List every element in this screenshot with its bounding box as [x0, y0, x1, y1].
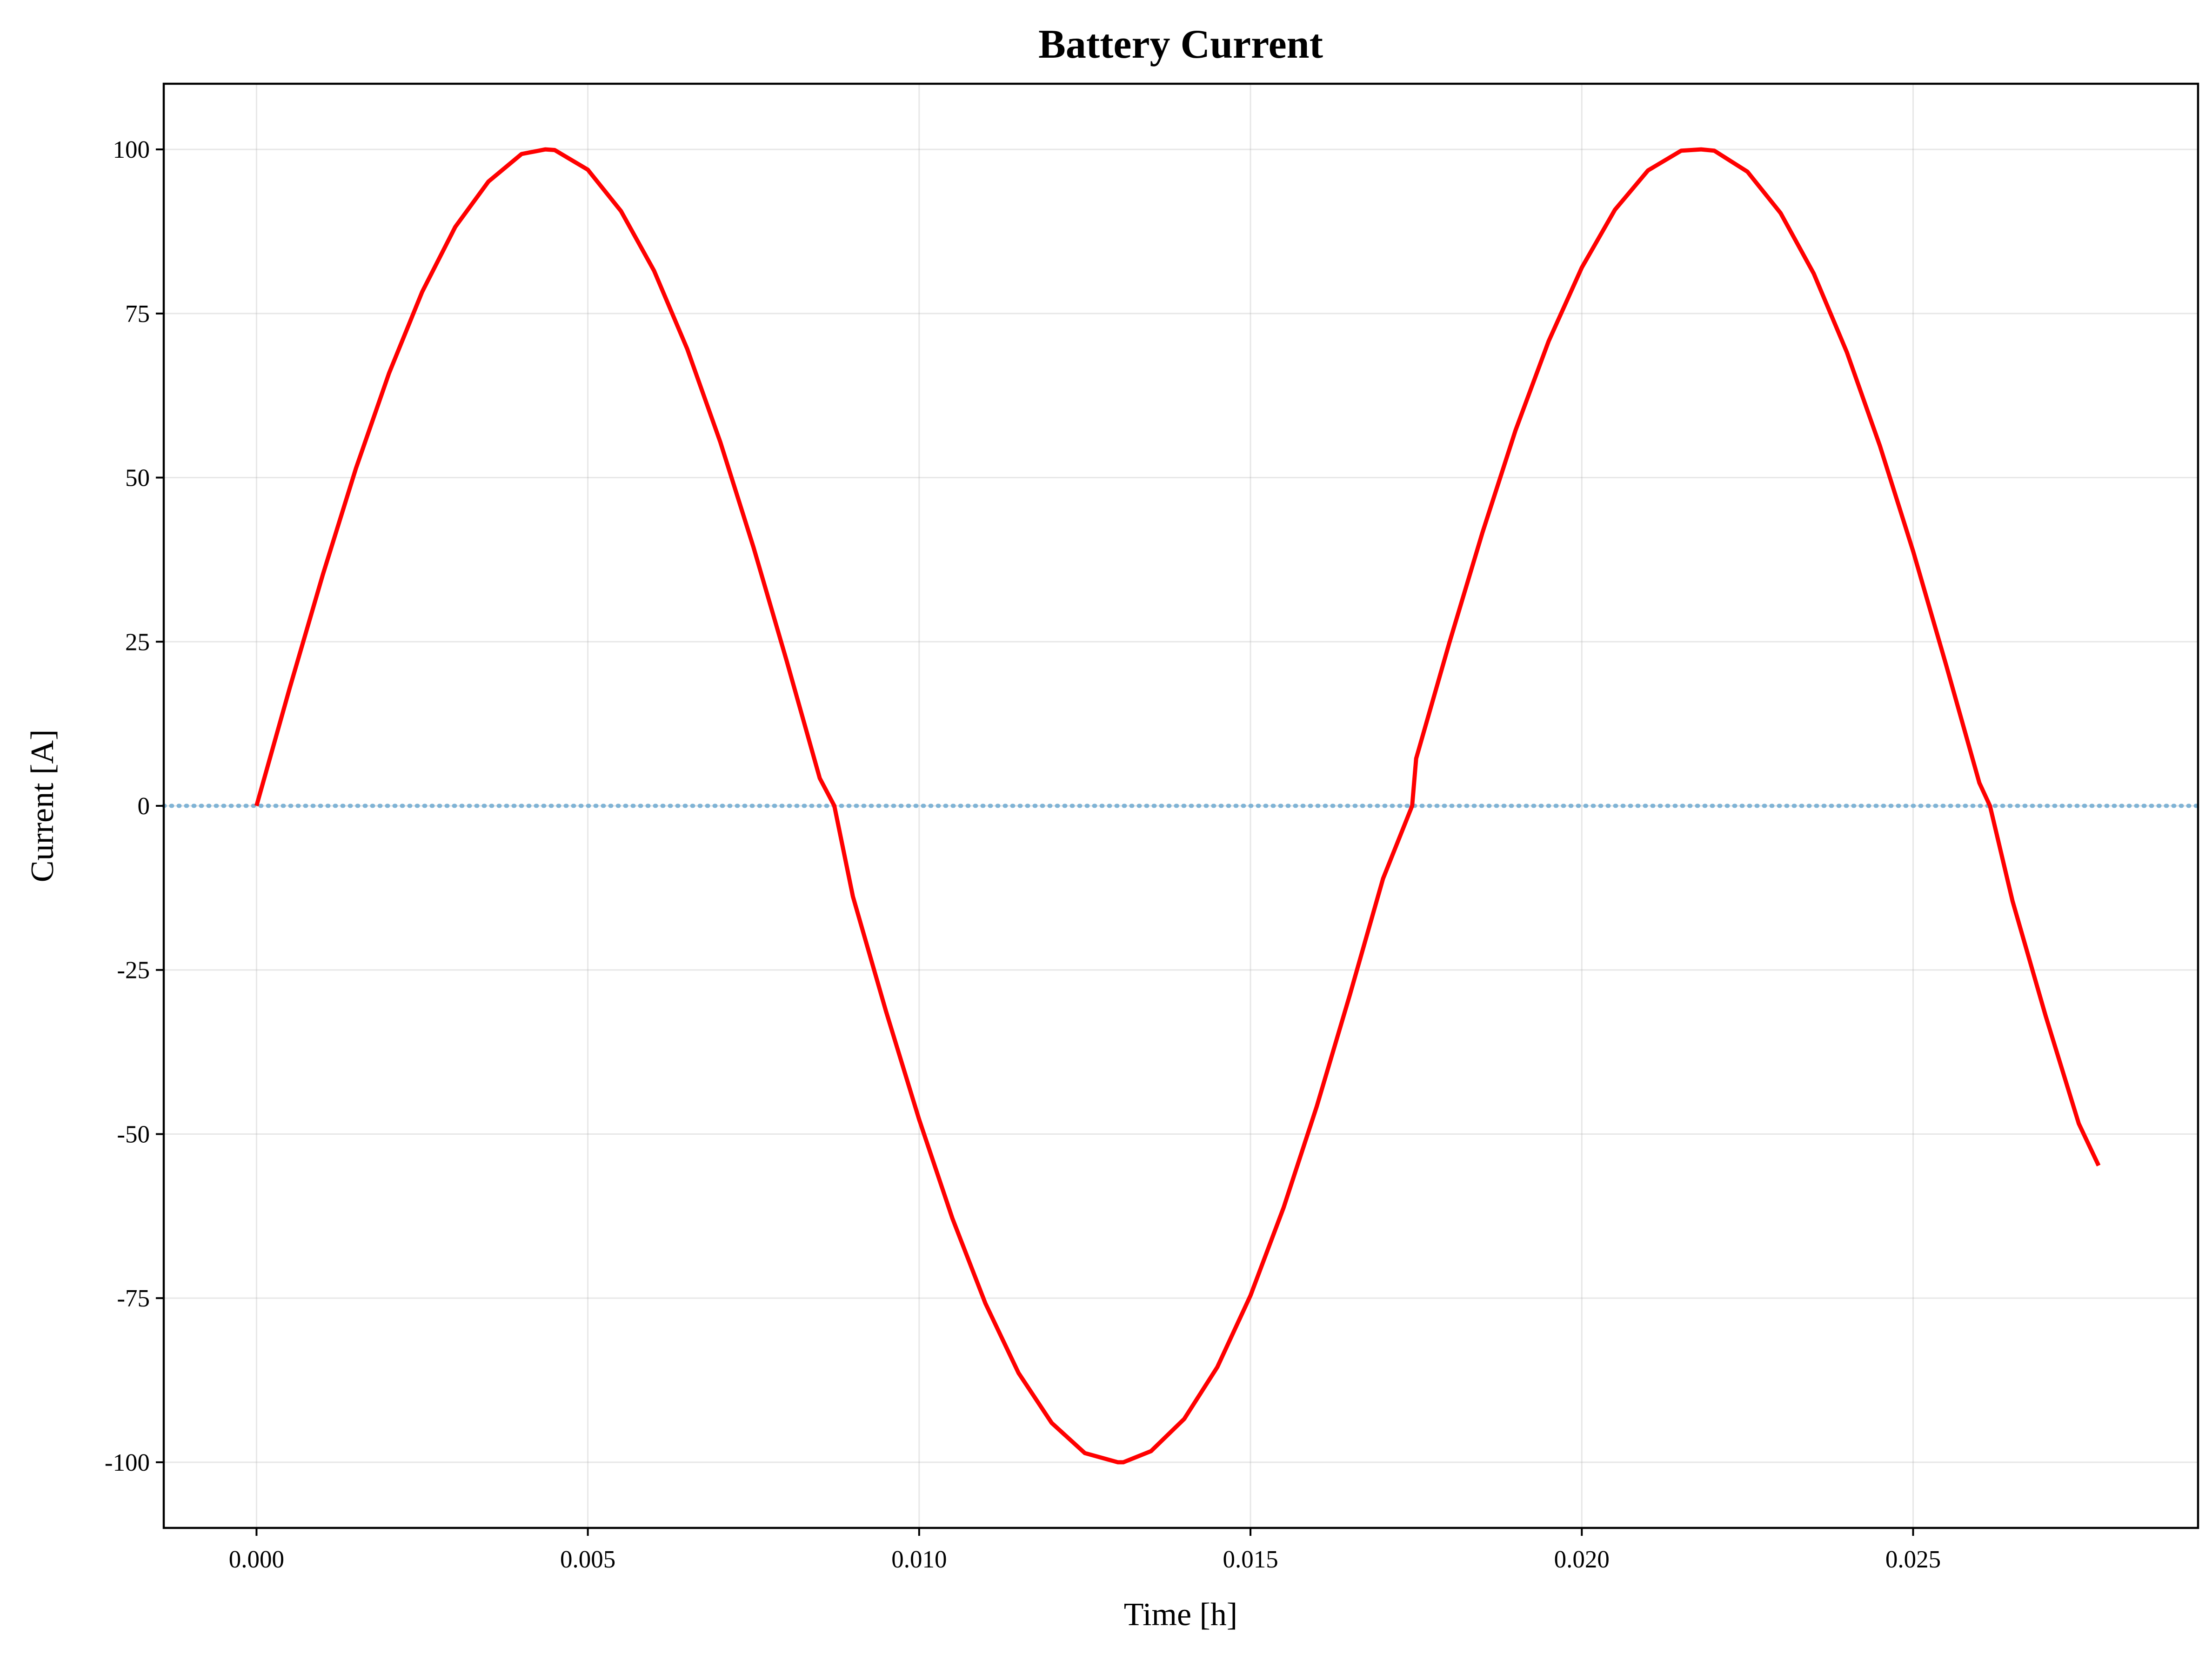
x-tick-label: 0.010	[891, 1546, 947, 1573]
y-axis-label: Current [A]	[25, 730, 60, 883]
x-tick-label: 0.000	[229, 1546, 284, 1573]
chart-title: Battery Current	[1038, 22, 1323, 67]
series-layer	[254, 147, 2101, 1465]
y-tick-label: 75	[125, 301, 150, 328]
y-tick-label: 25	[125, 629, 150, 656]
y-tick-label: -25	[117, 957, 150, 984]
y-tick-label: 50	[125, 465, 150, 492]
y-axis-ticks: 100 75 50 25 0 -25 -50 -75 -100	[105, 136, 164, 1476]
x-tick-label: 0.020	[1554, 1546, 1610, 1573]
current-series-line	[254, 147, 2101, 1465]
grid	[164, 84, 2198, 1528]
x-axis-ticks: 0.000 0.005 0.010 0.015 0.020 0.025	[229, 1528, 1941, 1573]
y-tick-label: 0	[138, 793, 150, 820]
x-tick-label: 0.005	[560, 1546, 615, 1573]
x-tick-label: 0.015	[1223, 1546, 1278, 1573]
y-tick-label: -75	[117, 1285, 150, 1312]
y-tick-label: -100	[105, 1449, 150, 1476]
x-tick-label: 0.025	[1885, 1546, 1941, 1573]
y-tick-label: -50	[117, 1121, 150, 1148]
x-axis-label: Time [h]	[1124, 1597, 1237, 1633]
y-tick-label: 100	[113, 136, 150, 163]
